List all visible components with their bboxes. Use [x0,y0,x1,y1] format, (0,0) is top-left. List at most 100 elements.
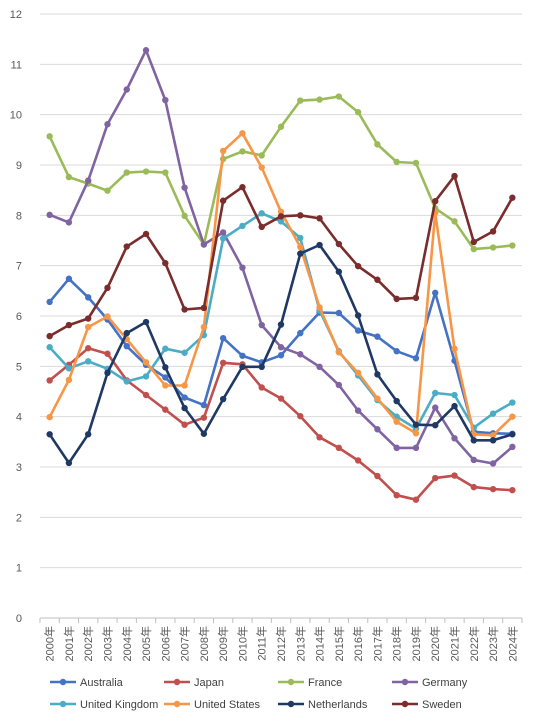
data-point [277,352,285,359]
data-point [316,96,323,103]
data-point [489,437,497,444]
data-point [85,345,92,352]
data-point [123,378,130,385]
data-point [85,431,92,438]
data-point [489,228,497,235]
legend: Australia Japan France Germany United Kingdo… [50,677,468,711]
data-point [335,240,343,248]
data-point [85,358,92,365]
data-point [316,434,323,441]
data-point [46,133,53,140]
data-point [258,321,265,329]
data-point [509,486,516,494]
x-tick-label: 2006年 [158,626,172,661]
y-tick-label: 7 [16,261,22,273]
series-france [46,93,516,253]
x-tick-label: 2024年 [505,626,519,661]
legend-item: Germany [392,677,468,689]
data-point [123,86,130,93]
data-point [432,389,439,397]
data-point [142,359,150,366]
data-point [181,349,188,356]
gridlines [39,13,523,623]
data-point [46,298,53,306]
legend-item: Japan [164,677,224,689]
data-point [470,437,477,444]
data-point [46,332,53,340]
data-point [104,187,111,194]
data-point [412,355,420,362]
data-point [393,348,400,355]
data-point [104,284,111,292]
series-sweden [46,172,516,340]
data-point [104,121,111,128]
x-tick-label: 2016年 [351,626,365,661]
data-point [432,198,439,205]
data-point [489,244,497,251]
data-point [239,222,246,230]
data-point [142,47,150,54]
data-point [393,491,400,499]
data-point [489,432,497,439]
series-germany [46,47,516,467]
data-point [200,304,208,312]
data-point [123,329,130,337]
legend-label: United Kingdom [80,699,158,711]
legend-label: Netherlands [308,699,368,711]
data-point [239,148,246,155]
data-point [335,309,343,317]
data-point [393,397,400,405]
data-point [162,364,169,371]
data-point [451,402,458,410]
data-point [432,404,439,411]
data-point [297,234,304,242]
data-point [335,444,343,452]
data-point [412,496,420,503]
x-tick-label: 2002年 [81,626,95,661]
legend-label: Germany [422,677,468,689]
y-tick-label: 4 [16,412,22,424]
data-point [162,382,169,389]
data-point [65,459,73,467]
legend-swatch-marker [401,700,409,708]
data-point [316,241,323,249]
data-point [354,262,362,270]
data-point [451,218,458,225]
x-tick-label: 2000年 [43,626,57,661]
data-point [258,164,265,171]
data-point [181,212,188,220]
data-point [46,431,53,438]
data-point [277,213,285,220]
data-point [412,444,420,452]
legend-swatch-marker [401,678,409,686]
data-point [142,230,150,238]
data-point [200,323,208,331]
data-point [393,418,400,425]
y-tick-label: 11 [11,59,22,71]
series-united-states [46,130,516,439]
x-tick-label: 2021年 [448,626,462,661]
legend-label: United States [194,699,261,711]
data-point [277,123,285,130]
data-point [335,381,343,389]
data-point [451,472,458,479]
legend-item: France [278,677,342,689]
y-tick-label: 3 [16,462,22,474]
y-tick-label: 2 [16,512,22,524]
x-tick-label: 2008年 [197,626,211,661]
data-point [258,384,265,391]
data-point [470,238,477,246]
data-point [142,168,150,175]
legend-item: Sweden [392,699,462,711]
data-point [412,159,420,167]
data-point [393,444,400,452]
y-tick-label: 12 [10,9,22,21]
legend-item: Australia [50,677,124,689]
data-point [181,306,188,313]
legend-label: Japan [194,677,224,689]
data-point [297,250,304,257]
legend-swatch-marker [173,678,181,686]
data-point [470,483,477,491]
